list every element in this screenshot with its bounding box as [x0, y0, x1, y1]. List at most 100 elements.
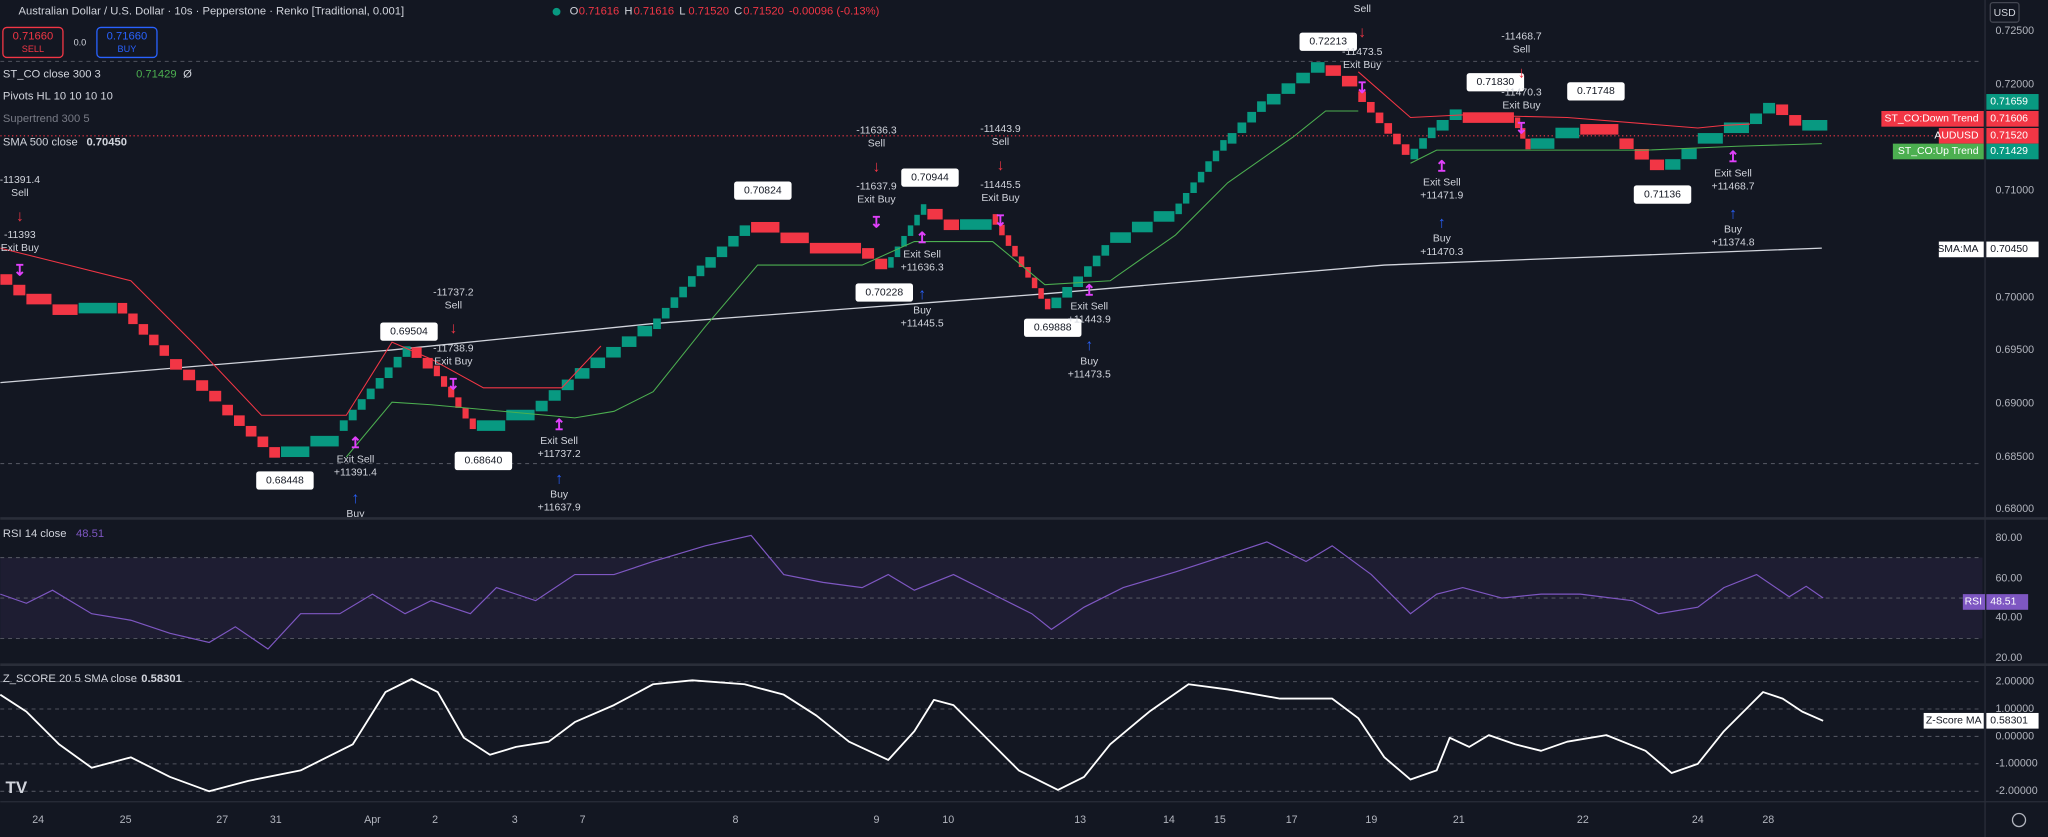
renko-brick: [1062, 287, 1073, 298]
price-tag-value: 0.71429: [1990, 146, 2028, 157]
signal-arrow: ↧: [1515, 120, 1528, 137]
date-tick-label: 25: [120, 814, 132, 826]
renko-brick: [170, 359, 183, 370]
signal-text: -11738.9: [433, 343, 474, 354]
price-tick-label: 0.72000: [1995, 79, 2034, 91]
signal-text: Sell: [1353, 4, 1370, 15]
ohlc-value: 0.71520: [743, 6, 784, 18]
price-tick-label: 0.72500: [1995, 25, 2034, 37]
renko-brick: [183, 369, 196, 381]
renko-brick: [375, 378, 384, 389]
currency[interactable]: USD: [1994, 8, 2016, 19]
signal-text: +11737.2: [538, 449, 581, 460]
price-tick-label: 0.69500: [1995, 344, 2034, 356]
pivot-box: [380, 322, 438, 341]
rsi-tag-label: RSI: [1965, 597, 1982, 608]
rsi-tag-label-box: [1962, 594, 1986, 610]
z-value: 0.58301: [141, 673, 182, 685]
renko-brick: [1436, 120, 1449, 131]
renko-brick: [1401, 144, 1410, 155]
buy-button[interactable]: [96, 26, 158, 59]
pivot-label: 0.70228: [865, 287, 903, 298]
renko-brick: [310, 435, 339, 447]
pivot-label: 0.71748: [1577, 86, 1615, 97]
pivot-label: 0.70944: [911, 172, 949, 183]
signal-text: -11637.9: [856, 181, 897, 192]
date-tick-label: 24: [32, 814, 44, 826]
signal-text: +11443.9: [1068, 315, 1111, 326]
signal-arrow: ↑: [918, 286, 926, 303]
sell-price[interactable]: 0.71660: [13, 31, 54, 43]
renko-brick: [348, 409, 357, 421]
signal-arrow: ↥: [916, 230, 929, 247]
sell-label[interactable]: SELL: [22, 44, 44, 54]
signal-arrow: ↑: [352, 490, 360, 507]
sell-button[interactable]: [2, 26, 64, 59]
ohlc-label: O: [570, 6, 579, 18]
rsi-tag-box: [1986, 594, 2029, 610]
renko-brick: [357, 399, 366, 410]
renko-brick: [1266, 93, 1281, 105]
ohlc-value: 0.71616: [634, 6, 675, 18]
signal-arrow: ↥: [349, 435, 362, 452]
signal-arrow: ↑: [555, 470, 563, 487]
logo: TV: [5, 778, 27, 797]
renko-brick: [705, 257, 716, 268]
ohlc-value: 0.71520: [688, 6, 729, 18]
renko-brick: [1525, 138, 1531, 150]
currency-button[interactable]: [1989, 1, 2020, 23]
legend-name: Pivots HL 10 10 10 10: [3, 91, 113, 103]
price-tag-box: [1986, 110, 2039, 127]
signal-text: Exit Sell: [1423, 178, 1461, 189]
renko-brick: [1530, 138, 1555, 149]
signal-arrow: ↑: [1438, 214, 1446, 231]
settings-button[interactable]: [2011, 812, 2027, 828]
buy-label[interactable]: BUY: [118, 44, 137, 54]
signal-text: Exit Buy: [1502, 101, 1541, 112]
renko-brick: [366, 388, 375, 400]
renko-brick: [888, 257, 894, 268]
renko-brick: [448, 386, 455, 398]
renko-brick: [149, 334, 159, 346]
legend-name: SMA 500 close: [3, 136, 78, 148]
renko-brick: [1789, 115, 1802, 126]
z-line: [0, 678, 1824, 793]
renko-brick: [914, 214, 920, 226]
renko-brick: [234, 415, 245, 426]
legend-name: ST_CO close 300 3: [3, 68, 101, 80]
price-tag-label-box: [1938, 127, 1984, 144]
renko-brick: [52, 304, 78, 315]
z-title: Z_SCORE 20 5 SMA close: [3, 673, 137, 685]
renko-brick: [1449, 109, 1462, 121]
renko-brick: [728, 235, 739, 247]
signal-arrow: ↓: [449, 320, 457, 337]
renko-brick: [999, 224, 1005, 236]
renko-brick: [1310, 62, 1325, 73]
buy-price[interactable]: 0.71660: [107, 31, 148, 43]
date-tick-label: 9: [873, 814, 879, 826]
pivot-box: [454, 451, 513, 471]
renko-brick: [590, 357, 606, 369]
renko-brick: [1005, 235, 1012, 246]
signal-text: +11391.4: [334, 467, 377, 478]
pivot-box: [901, 168, 959, 187]
z-tag-box: [1986, 712, 2039, 729]
renko-brick: [1101, 245, 1110, 256]
renko-brick: [1750, 113, 1763, 125]
downtrend-line: [0, 247, 602, 416]
renko-brick: [1227, 133, 1237, 144]
date-tick-label: 7: [580, 814, 586, 826]
renko-brick: [1462, 112, 1514, 123]
signal-text: Exit Sell: [903, 249, 941, 260]
renko-brick: [696, 265, 705, 277]
renko-brick: [269, 447, 280, 458]
signal-text: Sell: [1513, 44, 1530, 55]
signal-arrow: ↧: [447, 376, 460, 393]
renko-brick: [1514, 117, 1521, 129]
renko-brick: [422, 357, 433, 369]
signal-arrow: ↓: [1358, 24, 1366, 41]
signal-text: Buy: [1724, 225, 1743, 236]
renko-brick: [1044, 298, 1051, 310]
price-tag-label-box: [1938, 241, 1984, 258]
